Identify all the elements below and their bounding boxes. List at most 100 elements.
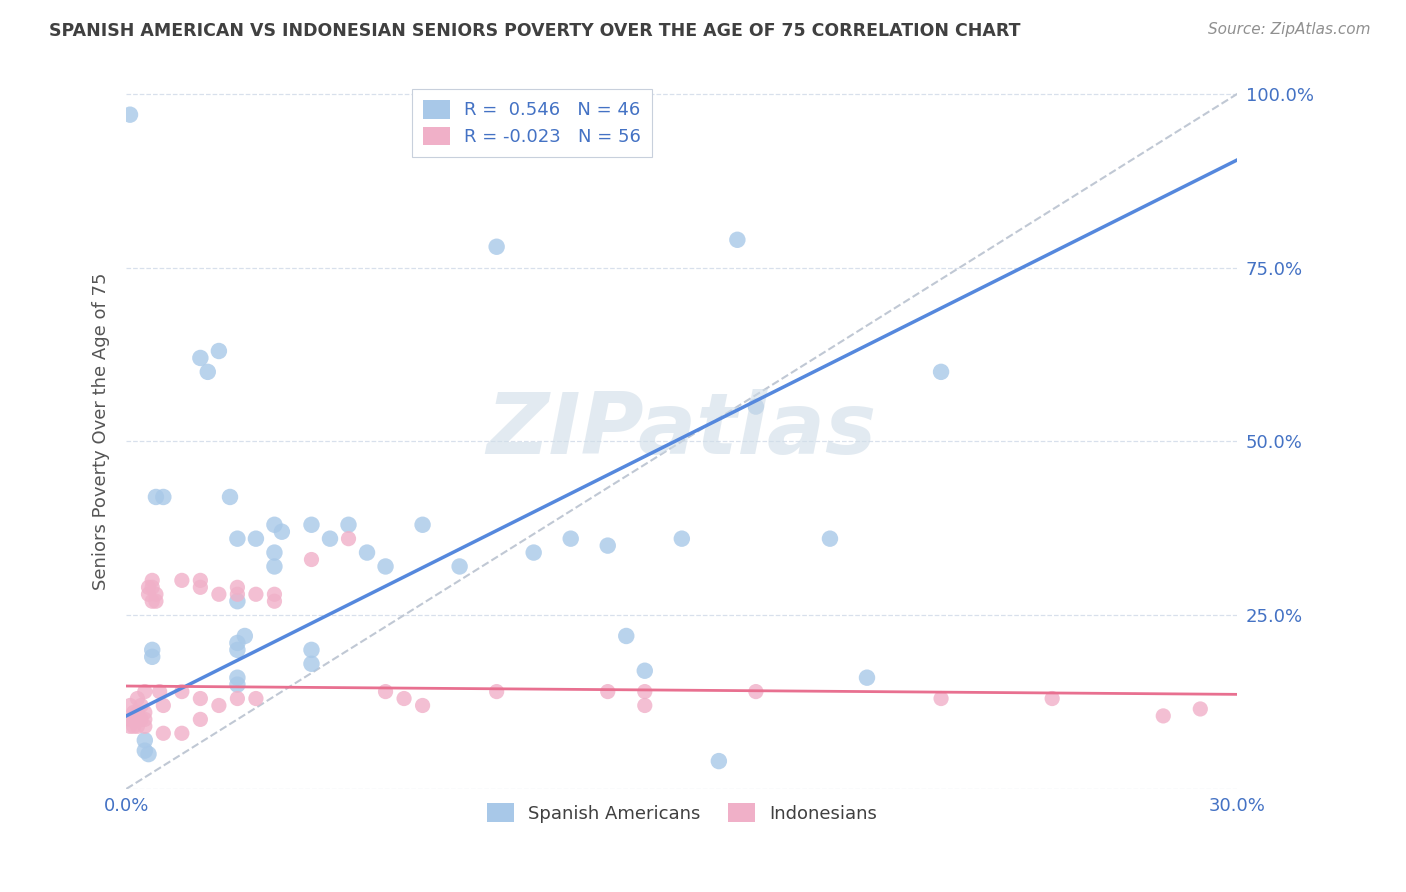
Point: [634, 664, 657, 678]
Point: [141, 574, 163, 588]
Point: [141, 580, 163, 594]
Point: [412, 517, 434, 532]
Point: [170, 684, 193, 698]
Point: [374, 559, 396, 574]
Point: [263, 545, 285, 559]
Point: [208, 587, 231, 601]
Point: [356, 545, 378, 559]
Point: [208, 344, 231, 359]
Point: [301, 657, 323, 671]
Point: [485, 240, 508, 254]
Point: [374, 684, 396, 698]
Point: [134, 684, 156, 698]
Point: [263, 594, 285, 608]
Point: [122, 719, 145, 733]
Point: [412, 698, 434, 713]
Point: [226, 643, 249, 657]
Point: [190, 351, 212, 365]
Point: [118, 108, 141, 122]
Point: [263, 517, 285, 532]
Point: [141, 643, 163, 657]
Point: [141, 649, 163, 664]
Point: [301, 517, 323, 532]
Point: [127, 712, 149, 726]
Point: [485, 684, 508, 698]
Y-axis label: Seniors Poverty Over the Age of 75: Seniors Poverty Over the Age of 75: [93, 272, 110, 590]
Point: [634, 698, 657, 713]
Point: [725, 233, 748, 247]
Point: [671, 532, 693, 546]
Point: [263, 559, 285, 574]
Point: [707, 754, 730, 768]
Point: [226, 636, 249, 650]
Point: [190, 580, 212, 594]
Point: [818, 532, 841, 546]
Point: [301, 643, 323, 657]
Point: [170, 726, 193, 740]
Point: [138, 587, 160, 601]
Point: [208, 698, 231, 713]
Point: [226, 587, 249, 601]
Point: [929, 365, 952, 379]
Point: [449, 559, 471, 574]
Point: [929, 691, 952, 706]
Point: [190, 712, 212, 726]
Point: [138, 747, 160, 761]
Point: [596, 684, 619, 698]
Point: [337, 532, 360, 546]
Point: [152, 490, 174, 504]
Point: [560, 532, 582, 546]
Text: ZIPatlas: ZIPatlas: [486, 390, 877, 473]
Point: [149, 684, 172, 698]
Point: [145, 490, 167, 504]
Point: [226, 671, 249, 685]
Point: [170, 574, 193, 588]
Point: [127, 719, 149, 733]
Point: [127, 691, 149, 706]
Point: [226, 580, 249, 594]
Point: [233, 629, 256, 643]
Point: [190, 691, 212, 706]
Point: [226, 532, 249, 546]
Point: [134, 719, 156, 733]
Point: [118, 698, 141, 713]
Point: [134, 733, 156, 747]
Point: [1152, 709, 1174, 723]
Point: [152, 726, 174, 740]
Point: [634, 684, 657, 698]
Point: [226, 594, 249, 608]
Point: [134, 712, 156, 726]
Text: Source: ZipAtlas.com: Source: ZipAtlas.com: [1208, 22, 1371, 37]
Point: [122, 712, 145, 726]
Point: [152, 698, 174, 713]
Point: [226, 691, 249, 706]
Point: [263, 587, 285, 601]
Point: [226, 678, 249, 692]
Legend: Spanish Americans, Indonesians: Spanish Americans, Indonesians: [479, 797, 884, 830]
Point: [134, 744, 156, 758]
Point: [122, 706, 145, 720]
Point: [745, 400, 768, 414]
Point: [270, 524, 292, 539]
Point: [134, 706, 156, 720]
Point: [138, 580, 160, 594]
Point: [145, 594, 167, 608]
Point: [245, 691, 267, 706]
Point: [1040, 691, 1063, 706]
Point: [614, 629, 637, 643]
Point: [118, 719, 141, 733]
Point: [118, 712, 141, 726]
Point: [596, 539, 619, 553]
Point: [145, 587, 167, 601]
Point: [301, 552, 323, 566]
Point: [245, 532, 267, 546]
Point: [190, 574, 212, 588]
Point: [141, 594, 163, 608]
Point: [1189, 702, 1212, 716]
Point: [337, 517, 360, 532]
Point: [197, 365, 219, 379]
Point: [319, 532, 342, 546]
Point: [129, 698, 152, 713]
Point: [245, 587, 267, 601]
Point: [127, 706, 149, 720]
